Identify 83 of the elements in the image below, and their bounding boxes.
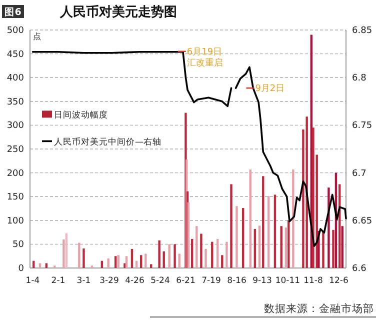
y-tick-label: 200 (6, 168, 24, 179)
x-tick-label: 1-4 (26, 276, 40, 286)
legend-label: 日间波动幅度 (54, 110, 108, 121)
x-tick-label: 7-19 (202, 276, 221, 286)
bar (216, 238, 219, 268)
x-tick-label: 11-8 (304, 276, 323, 286)
bar (125, 256, 128, 268)
caption: 图6 (4, 7, 22, 18)
bar (107, 258, 110, 268)
bar (341, 226, 344, 268)
y-tick-label: 400 (6, 74, 24, 84)
bar (226, 242, 228, 268)
bar (258, 226, 261, 268)
bar (168, 244, 170, 268)
y-tick-label: 0 (18, 264, 24, 274)
x-tick-label: 2-1 (51, 276, 66, 286)
x-tick-label: 3-29 (100, 276, 119, 286)
bar (262, 176, 264, 268)
bar (312, 128, 314, 268)
bar (130, 248, 134, 268)
bar (196, 226, 198, 268)
bar (242, 208, 244, 268)
bar (191, 238, 194, 268)
bar (200, 234, 202, 268)
bar (306, 116, 308, 268)
bar (236, 206, 238, 268)
x-tick-label: 6-21 (176, 276, 196, 286)
bar (140, 255, 142, 268)
bar (124, 263, 126, 268)
y-tick-label: 450 (6, 50, 24, 60)
bar (65, 233, 68, 268)
annotation: 6月19日汇改重启 (186, 47, 223, 68)
bar (114, 256, 117, 268)
x-tick-label: 10-11 (275, 276, 300, 286)
y2-tick-label: 6.7 (352, 168, 366, 179)
bar (230, 184, 232, 268)
bar (322, 230, 324, 268)
y2-tick-label: 6.75 (352, 121, 372, 132)
bar (174, 244, 176, 268)
bar (158, 240, 160, 268)
bar (78, 242, 80, 268)
bar (332, 230, 334, 268)
bar (204, 248, 207, 268)
bar (82, 248, 85, 268)
bar (254, 228, 256, 268)
bar (274, 194, 276, 268)
y2-tick-label: 6.8 (352, 74, 367, 84)
y-tick-label: 350 (6, 97, 24, 108)
y-axis-title: 点 (33, 32, 41, 41)
bar (117, 255, 120, 268)
x-tick-label: 5-24 (150, 276, 170, 286)
bar (45, 263, 48, 268)
y2-tick-label: 6.6 (352, 264, 367, 274)
bar (267, 196, 270, 268)
x-tick-label: 3-1 (76, 276, 91, 286)
x-tick-label: 8-16 (227, 276, 246, 286)
x-tick-label: 12-6 (329, 276, 348, 286)
bar (62, 239, 65, 268)
legend-label: 人民币对美元中间价—右轴 (54, 136, 162, 148)
y2-tick-label: 6.65 (352, 216, 372, 226)
bar (178, 254, 180, 268)
y-tick-label: 150 (6, 192, 24, 203)
y-tick-label: 100 (6, 216, 24, 226)
chart-title: 人民币对美元走势图 (59, 4, 177, 19)
y-tick-label: 50 (12, 240, 24, 250)
y-tick-label: 250 (6, 145, 24, 155)
bar (284, 228, 287, 268)
bar (280, 226, 282, 268)
bar (144, 254, 147, 268)
bar (211, 242, 214, 268)
annotation: 9月2日 (255, 84, 285, 94)
bar (38, 263, 42, 268)
y-tick-label: 300 (6, 121, 24, 132)
bar (150, 264, 152, 268)
x-tick-label: 9-13 (252, 276, 272, 286)
bar (292, 169, 294, 268)
x-tick-label: 4-26 (125, 276, 144, 286)
y-tick-label: 500 (6, 26, 24, 36)
bar (221, 255, 224, 268)
bar (162, 251, 165, 268)
y2-tick-label: 6.85 (352, 26, 372, 36)
bar (249, 169, 252, 268)
source-note: 数据来源：金融市场部 (264, 302, 374, 315)
